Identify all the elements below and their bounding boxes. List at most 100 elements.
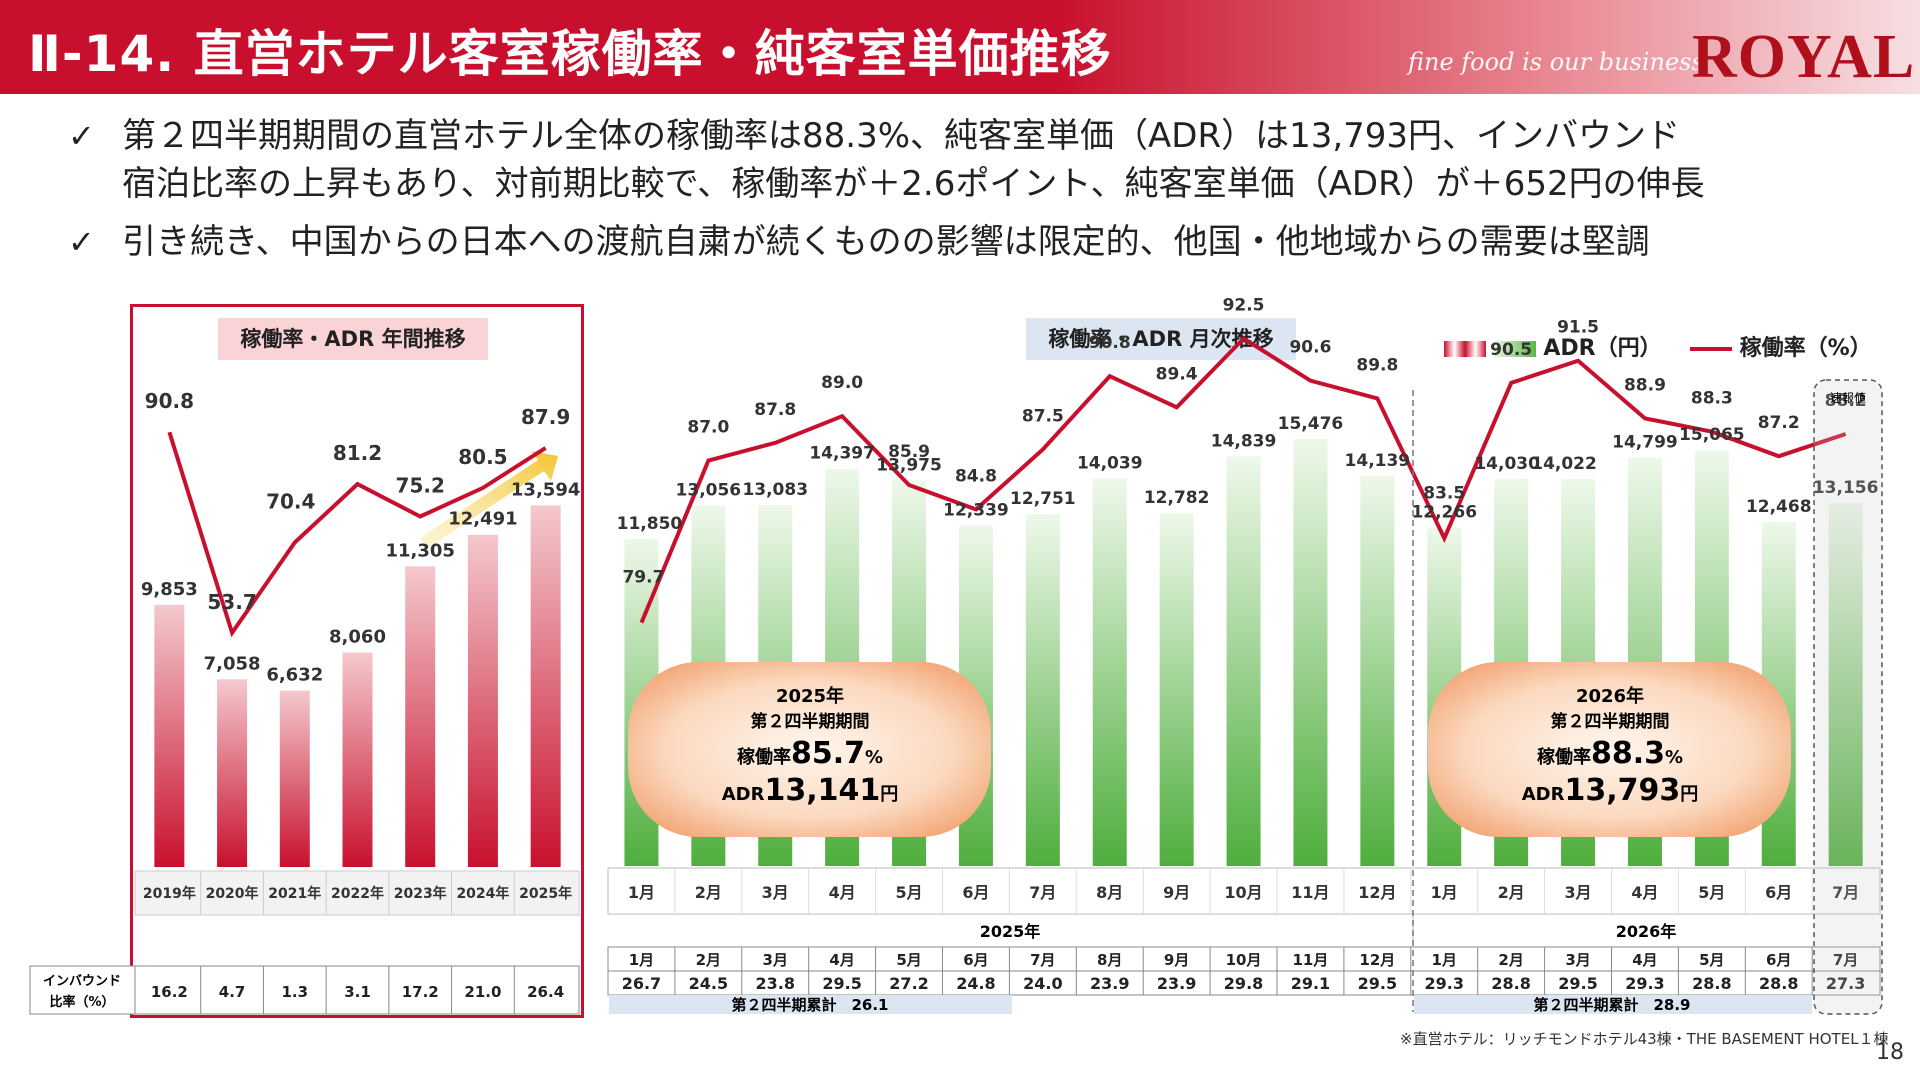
page-title: Ⅱ-14. 直営ホテル客室稼働率・純客室単価推移 (28, 25, 1112, 83)
annual-adr-bar (467, 534, 498, 867)
monthly-inbound-value: 23.8 (756, 974, 795, 993)
bubble-2025-occupancy: 稼働率85.7% (737, 736, 883, 771)
annual-inbound-value: 17.2 (402, 983, 439, 1001)
check-icon: ✓ (68, 223, 95, 261)
annual-occupancy-value: 75.2 (396, 474, 445, 498)
annual-category-label: 2022年 (331, 885, 384, 902)
annual-category-labels: 2019年 2020年 2021年 2022年 2023年 2024年 2025年 (143, 871, 572, 915)
inbound-month-label: 5月 (1699, 951, 1724, 969)
inbound-month-label: 10月 (1226, 951, 1262, 969)
monthly-occupancy-value: 83.5 (1423, 483, 1465, 503)
monthly-category-label: 8月 (1096, 883, 1123, 902)
annual-category-label: 2023年 (394, 885, 447, 902)
inbound-month-label: 3月 (1565, 951, 1590, 969)
monthly-inbound-value: 28.8 (1759, 974, 1798, 993)
monthly-occupancy-value: 87.8 (754, 400, 796, 420)
annual-occupancy-value: 90.8 (145, 389, 194, 413)
annual-adr-value: 6,632 (266, 665, 323, 686)
inbound-month-label: 4月 (1632, 951, 1657, 969)
annual-adr-bar (217, 679, 248, 867)
annual-adr-value: 8,060 (329, 627, 386, 648)
monthly-occupancy-value: 85.9 (888, 442, 930, 462)
monthly-category-label: 3月 (762, 883, 789, 902)
inbound-month-label: 9月 (1164, 951, 1189, 969)
legend-adr: ADR（円） (1444, 330, 1662, 362)
monthly-category-label: 2月 (695, 883, 722, 902)
bubble-2025-period: 第２四半期期間 (751, 711, 870, 732)
monthly-inbound-value: 29.8 (1224, 974, 1263, 993)
inbound-month-label: 2月 (1498, 951, 1523, 969)
annual-occupancy-value: 53.7 (207, 590, 256, 614)
monthly-adr-bar (1293, 438, 1328, 866)
bubble-2026-year: 2026年 (1576, 685, 1644, 707)
annual-inbound-value: 4.7 (219, 983, 246, 1001)
monthly-adr-value: 14,139 (1345, 451, 1411, 471)
bubble-2025-occ-unit: % (865, 747, 883, 768)
trend-arrow-icon (420, 451, 558, 548)
monthly-occupancy-value: 91.5 (1557, 318, 1599, 338)
monthly-adr-value: 12,782 (1144, 488, 1210, 508)
monthly-adr-value: 12,339 (943, 500, 1009, 520)
inbound-month-label: 1月 (1432, 951, 1457, 969)
monthly-adr-value: 13,975 (876, 455, 942, 475)
inbound-month-label: 6月 (963, 951, 988, 969)
monthly-occupancy-line (639, 335, 1847, 624)
monthly-category-label: 7月 (1832, 883, 1859, 902)
annual-adr-bar (405, 566, 436, 867)
bubble-2026-occupancy: 稼働率88.3% (1537, 736, 1683, 771)
monthly-occupancy-value: 89.4 (1156, 364, 1198, 384)
monthly-occupancy-value: 92.5 (1223, 296, 1265, 316)
annual-category-label: 2019年 (143, 885, 196, 902)
monthly-category-label: 5月 (895, 883, 922, 902)
annual-panel (130, 304, 584, 1018)
legend-occupancy: 稼働率（%） (1690, 330, 1872, 362)
annual-adr-bar (530, 505, 561, 867)
inbound-month-label: 11月 (1293, 951, 1329, 969)
annual-category-label: 2021年 (268, 885, 321, 902)
monthly-category-label: 2月 (1498, 883, 1525, 902)
monthly-occupancy-value: 87.0 (687, 418, 729, 438)
monthly-occupancy-value: 88.9 (1624, 375, 1666, 395)
monthly-category-label: 9月 (1163, 883, 1190, 902)
monthly-inbound-values: 1月 26.7 2月 24.5 3月 23.8 4月 29.5 5月 27.2 6月 24.8 7月 24… (622, 947, 1865, 995)
monthly-occupancy-value: 88.2 (1825, 391, 1867, 411)
monthly-inbound-value: 26.7 (622, 974, 661, 993)
annual-occupancy-line (167, 431, 547, 638)
inbound-month-label: 2月 (696, 951, 721, 969)
annual-adr-value: 12,491 (448, 509, 517, 530)
monthly-occupancy-value: 79.7 (622, 568, 664, 588)
monthly-inbound-value: 27.2 (889, 974, 928, 993)
legend-adr-swatch-green (1493, 341, 1536, 357)
monthly-adr-bar (1025, 514, 1060, 866)
monthly-category-strip (607, 867, 1881, 915)
monthly-occupancy-value: 89.8 (1356, 355, 1398, 375)
bubble-2026-occ-unit: % (1665, 747, 1683, 768)
annual-inbound-value: 3.1 (344, 983, 371, 1001)
inbound-month-label: 7月 (1833, 951, 1858, 969)
annual-category-label: 2025年 (519, 885, 572, 902)
bubble-2025-adr-label: ADR (722, 784, 765, 805)
bubble-2025-year: 2025年 (776, 685, 844, 707)
inbound-month-label: 8月 (1097, 951, 1122, 969)
monthly-inbound-value: 27.3 (1826, 974, 1865, 993)
annual-category-strip (134, 870, 580, 916)
bullet-text: 第２四半期期間の直営ホテル全体の稼働率は88.3%、純客室単価（ADR）は13,… (122, 116, 1681, 156)
monthly-category-label: 1月 (628, 883, 655, 902)
annual-inbound-value: 21.0 (464, 983, 501, 1001)
legend-occupancy-label: 稼働率（%） (1739, 336, 1872, 361)
monthly-occupancy-value: 89.0 (821, 373, 863, 393)
annual-category-label: 2024年 (456, 885, 509, 902)
inbound-month-label: 1月 (629, 951, 654, 969)
bubble-2026-occ-label: 稼働率 (1537, 746, 1591, 768)
annual-occupancy-value: 87.9 (521, 405, 570, 429)
flash-estimate-box (1813, 379, 1883, 1015)
inbound-month-label: 7月 (1030, 951, 1055, 969)
monthly-inbound-value: 29.5 (1558, 974, 1597, 993)
brand-logo: ROYAL (1692, 23, 1916, 91)
page-number: 18 (1876, 1040, 1904, 1065)
monthly-adr-value: 14,799 (1612, 433, 1678, 453)
monthly-adr-value: 11,850 (617, 514, 683, 534)
monthly-category-label: 4月 (1631, 883, 1658, 902)
